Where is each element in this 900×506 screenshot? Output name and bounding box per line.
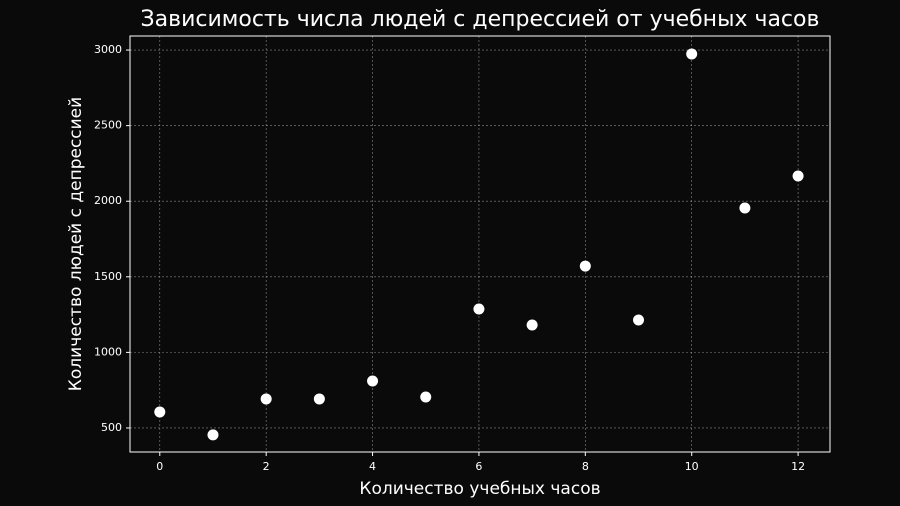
- y-tick-label: 1500: [94, 270, 122, 283]
- x-tick-label: 6: [475, 460, 482, 473]
- point: [739, 202, 751, 214]
- point: [420, 391, 432, 403]
- y-tick-label: 3000: [94, 43, 122, 56]
- point: [367, 375, 379, 387]
- point: [473, 303, 485, 315]
- point: [579, 260, 591, 272]
- plot-frame: [129, 35, 831, 453]
- y-tick-label: 500: [101, 421, 122, 434]
- point: [154, 406, 166, 418]
- x-tick-label: 10: [685, 460, 699, 473]
- point: [207, 429, 219, 441]
- point: [526, 319, 538, 331]
- point: [313, 393, 325, 405]
- x-tick-label: 0: [156, 460, 163, 473]
- x-tick-label: 2: [263, 460, 270, 473]
- x-tick-label: 8: [582, 460, 589, 473]
- point: [260, 393, 272, 405]
- y-tick-label: 1000: [94, 345, 122, 358]
- point: [633, 314, 645, 326]
- point: [686, 48, 698, 60]
- y-tick-label: 2500: [94, 119, 122, 132]
- x-axis-label: Количество учебных часов: [359, 479, 600, 499]
- x-tick-label: 12: [791, 460, 805, 473]
- chart-title: Зависимость числа людей с депрессией от …: [141, 7, 820, 32]
- y-axis-label: Количество людей с депрессией: [66, 97, 86, 391]
- point: [792, 170, 804, 182]
- x-tick-label: 4: [369, 460, 376, 473]
- y-tick-label: 2000: [94, 194, 122, 207]
